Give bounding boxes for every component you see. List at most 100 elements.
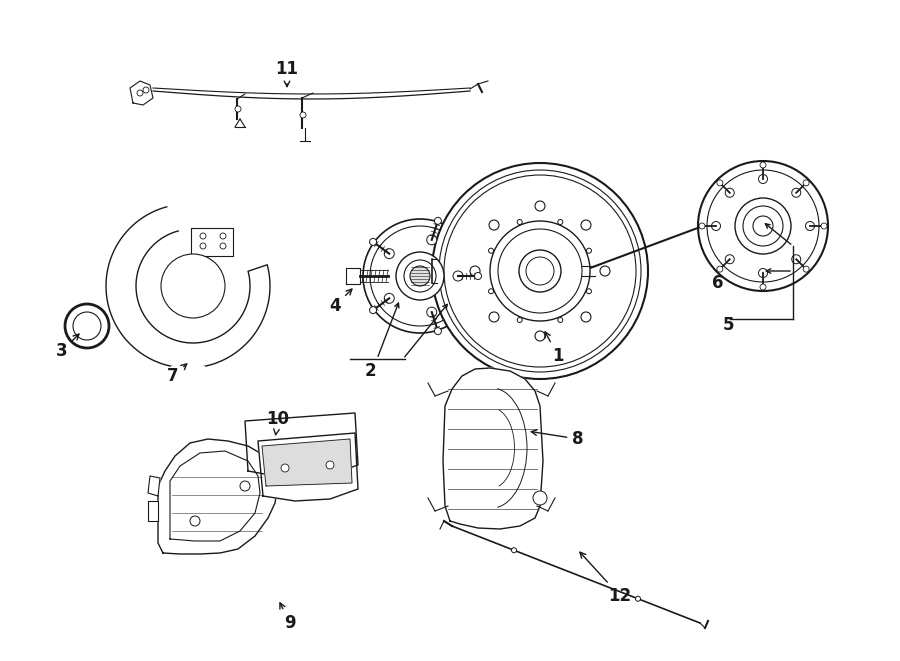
Polygon shape [443,368,543,529]
Circle shape [200,233,206,239]
Circle shape [759,268,768,278]
Circle shape [518,219,522,225]
Text: 10: 10 [266,410,290,435]
Circle shape [535,201,545,211]
Circle shape [587,249,591,253]
Circle shape [717,180,723,186]
Text: 5: 5 [722,316,734,334]
Circle shape [803,180,809,186]
Circle shape [498,229,582,313]
Text: 9: 9 [280,603,296,632]
Circle shape [735,198,791,254]
Polygon shape [130,81,153,105]
Polygon shape [262,439,352,486]
Circle shape [240,481,250,491]
Text: 4: 4 [329,289,352,315]
Circle shape [725,188,734,197]
Circle shape [707,170,819,282]
Text: 8: 8 [531,430,584,448]
Polygon shape [158,439,278,554]
Circle shape [489,312,499,322]
Circle shape [581,220,591,230]
Circle shape [535,331,545,341]
Circle shape [370,307,376,313]
Circle shape [370,239,376,245]
Circle shape [717,266,723,272]
Circle shape [558,317,562,323]
Circle shape [489,249,493,253]
Circle shape [220,243,226,249]
Circle shape [435,217,441,224]
Text: 12: 12 [580,552,632,605]
Circle shape [511,548,517,553]
Text: 2: 2 [364,362,376,380]
Circle shape [759,175,768,184]
Circle shape [587,289,591,293]
Circle shape [803,266,809,272]
Circle shape [384,249,394,258]
Circle shape [439,170,641,372]
Text: 11: 11 [275,60,299,87]
Circle shape [427,235,436,245]
Text: 7: 7 [167,364,187,385]
Circle shape [533,491,547,505]
Text: 1: 1 [545,332,563,365]
Circle shape [581,312,591,322]
Circle shape [65,304,109,348]
Circle shape [326,461,334,469]
Circle shape [526,257,554,285]
Circle shape [699,223,705,229]
Polygon shape [258,433,358,501]
Circle shape [743,206,783,246]
Circle shape [558,219,562,225]
Circle shape [404,260,436,292]
Circle shape [489,220,499,230]
Circle shape [792,254,801,264]
Circle shape [725,254,734,264]
Circle shape [600,266,610,276]
Circle shape [712,221,721,231]
Text: 6: 6 [712,274,724,292]
Circle shape [427,307,436,317]
Polygon shape [245,413,358,475]
Polygon shape [191,228,233,256]
Circle shape [635,596,641,602]
Circle shape [453,271,463,281]
Circle shape [137,90,143,96]
Circle shape [384,293,394,303]
Circle shape [281,464,289,472]
Circle shape [143,87,149,93]
Circle shape [490,221,590,321]
Circle shape [489,289,493,293]
Circle shape [161,254,225,318]
Circle shape [698,161,828,291]
Circle shape [753,216,773,236]
Polygon shape [346,268,360,284]
Circle shape [470,266,480,276]
Circle shape [435,328,441,334]
Circle shape [200,243,206,249]
Circle shape [518,317,522,323]
Circle shape [474,272,482,280]
Circle shape [190,516,200,526]
Circle shape [760,162,766,168]
Text: 3: 3 [56,334,79,360]
Circle shape [220,233,226,239]
Polygon shape [106,207,270,368]
Polygon shape [148,501,158,521]
Circle shape [370,226,470,326]
Circle shape [235,106,241,112]
Circle shape [444,175,636,367]
Circle shape [806,221,814,231]
Circle shape [300,112,306,118]
Circle shape [821,223,827,229]
Circle shape [760,284,766,290]
Polygon shape [148,476,160,496]
Circle shape [519,250,561,292]
Circle shape [432,163,648,379]
Circle shape [396,252,444,300]
Polygon shape [170,451,260,541]
Circle shape [73,312,101,340]
Circle shape [363,219,477,333]
Circle shape [792,188,801,197]
